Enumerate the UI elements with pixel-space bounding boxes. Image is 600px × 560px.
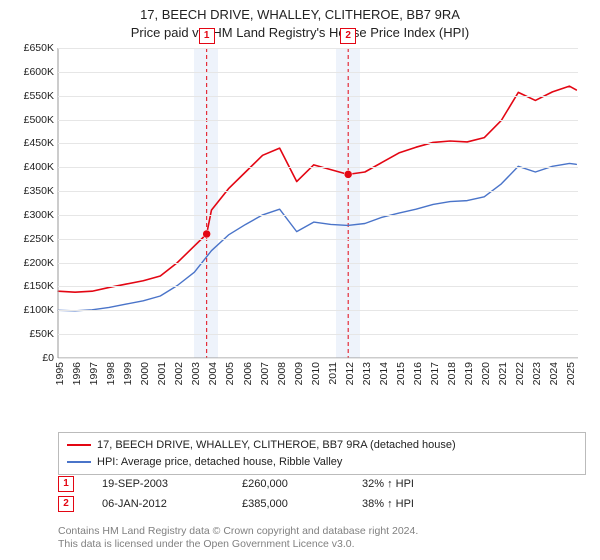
y-tick-label: £200K: [24, 257, 54, 269]
legend-label-property: 17, BEECH DRIVE, WHALLEY, CLITHEROE, BB7…: [97, 437, 456, 454]
y-tick-label: £300K: [24, 209, 54, 221]
x-tick-label: 2014: [378, 362, 390, 385]
x-tick-label: 2004: [207, 362, 219, 385]
legend-label-hpi: HPI: Average price, detached house, Ribb…: [97, 454, 342, 471]
y-tick-label: £600K: [24, 66, 54, 78]
x-tick-label: 2022: [514, 362, 526, 385]
price-chart: £0 £50K £100K £150K £200K £250K £300K £350K £400…: [8, 48, 592, 388]
attribution-line2: This data is licensed under the Open Gov…: [58, 538, 418, 552]
x-tick-label: 2006: [242, 362, 254, 385]
gridline: [58, 358, 578, 359]
event-row: 2 06-JAN-2012 £385,000 38% ↑ HPI: [58, 494, 414, 514]
y-tick-label: £500K: [24, 114, 54, 126]
x-tick-label: 2008: [276, 362, 288, 385]
y-tick-label: £0: [42, 352, 54, 364]
y-tick-label: £100K: [24, 304, 54, 316]
x-tick-label: 2010: [310, 362, 322, 385]
event-date: 19-SEP-2003: [102, 478, 242, 490]
y-tick-label: £400K: [24, 161, 54, 173]
x-tick-label: 1998: [105, 362, 117, 385]
gridline: [58, 239, 578, 240]
gridline: [58, 48, 578, 49]
legend: 17, BEECH DRIVE, WHALLEY, CLITHEROE, BB7…: [58, 432, 586, 475]
gridline: [58, 286, 578, 287]
y-tick-label: £550K: [24, 90, 54, 102]
x-tick-label: 2025: [565, 362, 577, 385]
event-marker-icon: 2: [58, 496, 74, 512]
event-vs-hpi: 38% ↑ HPI: [362, 498, 414, 510]
x-tick-label: 2000: [139, 362, 151, 385]
event-marker-icon: 2: [340, 28, 356, 44]
gridline: [58, 72, 578, 73]
event-marker-icon: 1: [58, 476, 74, 492]
x-tick-label: 2018: [446, 362, 458, 385]
x-tick-label: 2007: [259, 362, 271, 385]
events-list: 1 19-SEP-2003 £260,000 32% ↑ HPI 2 06-JA…: [58, 474, 414, 514]
y-tick-label: £50K: [29, 328, 54, 340]
attribution: Contains HM Land Registry data © Crown c…: [58, 525, 418, 552]
x-tick-label: 2021: [497, 362, 509, 385]
gridline: [58, 120, 578, 121]
gridline: [58, 96, 578, 97]
legend-swatch-hpi: [67, 461, 91, 463]
x-tick-label: 1996: [71, 362, 83, 385]
gridline: [58, 143, 578, 144]
gridline: [58, 191, 578, 192]
x-tick-label: 2020: [480, 362, 492, 385]
x-tick-label: 1995: [54, 362, 66, 385]
y-tick-label: £250K: [24, 233, 54, 245]
event-date: 06-JAN-2012: [102, 498, 242, 510]
page-title-line1: 17, BEECH DRIVE, WHALLEY, CLITHEROE, BB7…: [0, 6, 600, 24]
attribution-line1: Contains HM Land Registry data © Crown c…: [58, 525, 418, 539]
gridline: [58, 167, 578, 168]
y-tick-label: £450K: [24, 137, 54, 149]
plot-area: £0£50K£100K£150K£200K£250K£300K£350K£400…: [58, 48, 578, 358]
x-tick-label: 2012: [344, 362, 356, 385]
legend-row-property: 17, BEECH DRIVE, WHALLEY, CLITHEROE, BB7…: [67, 437, 577, 454]
chart-lines: [58, 48, 578, 358]
event-price: £385,000: [242, 498, 362, 510]
x-tick-label: 2009: [293, 362, 305, 385]
x-tick-label: 2003: [190, 362, 202, 385]
x-tick-label: 2013: [361, 362, 373, 385]
x-tick-label: 2001: [156, 362, 168, 385]
legend-swatch-property: [67, 444, 91, 446]
event-vs-hpi: 32% ↑ HPI: [362, 478, 414, 490]
event-price: £260,000: [242, 478, 362, 490]
event-marker-icon: 1: [199, 28, 215, 44]
x-tick-label: 2002: [173, 362, 185, 385]
x-tick-label: 2023: [531, 362, 543, 385]
x-tick-label: 2005: [224, 362, 236, 385]
x-tick-label: 2015: [395, 362, 407, 385]
x-tick-label: 2017: [429, 362, 441, 385]
gridline: [58, 263, 578, 264]
x-tick-label: 1999: [122, 362, 134, 385]
x-tick-label: 2011: [327, 362, 339, 385]
y-tick-label: £150K: [24, 280, 54, 292]
gridline: [58, 310, 578, 311]
x-tick-label: 2019: [463, 362, 475, 385]
gridline: [58, 334, 578, 335]
page-title-line2: Price paid vs. HM Land Registry's House …: [0, 24, 600, 42]
y-tick-label: £350K: [24, 185, 54, 197]
gridline: [58, 215, 578, 216]
legend-row-hpi: HPI: Average price, detached house, Ribb…: [67, 454, 577, 471]
x-tick-label: 1997: [88, 362, 100, 385]
y-tick-label: £650K: [24, 42, 54, 54]
x-tick-label: 2016: [412, 362, 424, 385]
x-tick-label: 2024: [548, 362, 560, 385]
event-row: 1 19-SEP-2003 £260,000 32% ↑ HPI: [58, 474, 414, 494]
